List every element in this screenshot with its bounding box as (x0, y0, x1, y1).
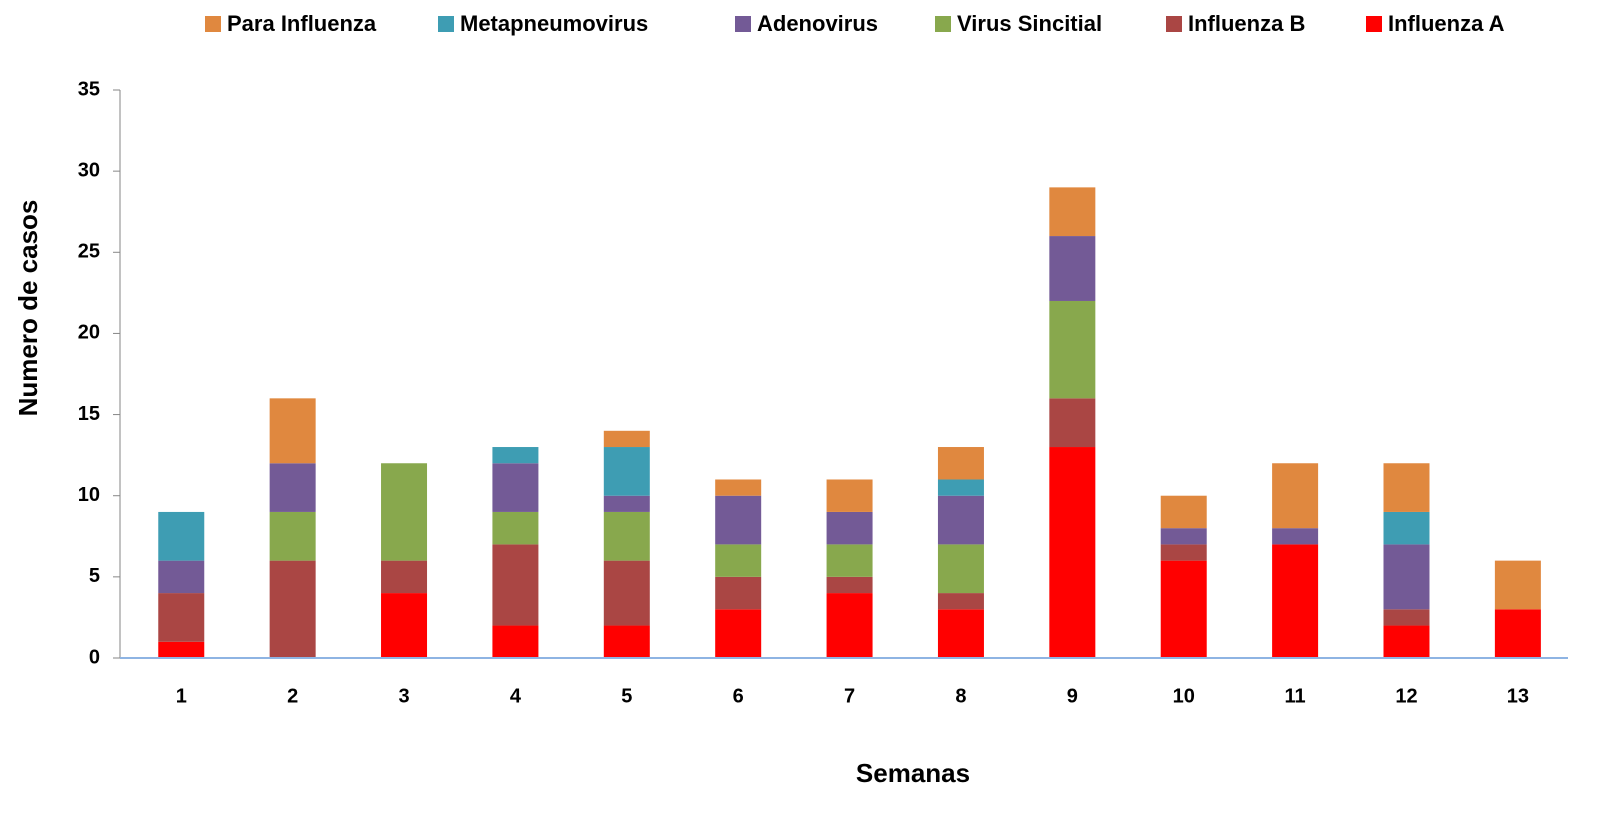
y-tick-label: 5 (89, 565, 100, 587)
bar-segment (715, 479, 762, 496)
x-tick-label: 11 (1285, 685, 1306, 707)
bar-segment (1494, 609, 1541, 658)
bar-segment (1160, 528, 1207, 545)
bar-segment (937, 593, 984, 610)
y-tick-label: 0 (89, 646, 100, 668)
bar-segment (269, 463, 316, 512)
bar-segment (269, 398, 316, 464)
bar-segment (158, 511, 205, 561)
bar-segment (269, 560, 316, 658)
bar-segment (937, 447, 984, 480)
bar-segment (603, 430, 650, 448)
bar-segment (1049, 187, 1096, 237)
bar-segment (158, 641, 205, 658)
bar-segment (937, 609, 984, 658)
bar-segment (1272, 544, 1319, 658)
legend-label: Influenza A (1388, 11, 1505, 36)
x-tick-label: 6 (733, 685, 744, 707)
bar-segment (492, 544, 539, 626)
legend-label: Virus Sincitial (957, 11, 1102, 36)
y-tick-label: 35 (78, 78, 100, 100)
x-tick-label: 10 (1173, 685, 1195, 707)
bar-segment (381, 463, 428, 561)
bar-segment (603, 447, 650, 496)
bar-segment (1383, 625, 1430, 658)
y-tick-label: 15 (78, 403, 100, 425)
bar-segment (1383, 463, 1430, 512)
bar-segment (826, 479, 873, 512)
x-tick-label: 1 (176, 685, 187, 707)
legend-swatch (1166, 16, 1182, 32)
bar-segment (158, 560, 205, 594)
bar-segment (937, 479, 984, 496)
x-tick-label: 2 (287, 685, 298, 707)
bar-segment (826, 576, 873, 594)
y-tick-label: 25 (78, 241, 100, 263)
legend-label: Influenza B (1188, 11, 1305, 36)
y-axis-title: Numero de casos (13, 200, 43, 417)
bar-segment (492, 511, 539, 545)
bar-segment (269, 511, 316, 561)
bar-segment (381, 560, 428, 594)
x-tick-label: 8 (955, 685, 966, 707)
legend-swatch (205, 16, 221, 32)
bar-segment (1049, 300, 1096, 399)
bar-segment (603, 495, 650, 512)
x-tick-label: 5 (621, 685, 632, 707)
bar-segment (1494, 560, 1541, 610)
y-tick-label: 20 (78, 322, 100, 344)
bar-segment (1383, 609, 1430, 626)
bar-segment (1160, 495, 1207, 529)
bar-segment (603, 625, 650, 658)
bar-segment (603, 511, 650, 561)
bar-segment (603, 560, 650, 626)
bar-segment (1049, 398, 1096, 448)
bar-segment (826, 593, 873, 658)
y-tick-label: 10 (78, 484, 100, 506)
legend-swatch (735, 16, 751, 32)
bar-segment (492, 463, 539, 512)
legend-label: Para Influenza (227, 11, 377, 36)
legend-label: Adenovirus (757, 11, 878, 36)
x-tick-label: 7 (844, 685, 855, 707)
bar-segment (1160, 560, 1207, 658)
y-tick-label: 30 (78, 159, 100, 181)
bar-segment (1272, 528, 1319, 545)
x-tick-label: 12 (1395, 685, 1417, 707)
bar-segment (1160, 544, 1207, 561)
bar-segment (1383, 511, 1430, 545)
legend-swatch (438, 16, 454, 32)
legend-swatch (1366, 16, 1382, 32)
bar-segment (937, 544, 984, 594)
bar-segment (715, 609, 762, 658)
bar-segment (492, 625, 539, 658)
bar-segment (715, 544, 762, 577)
bar-segment (826, 544, 873, 577)
x-tick-label: 9 (1067, 685, 1078, 707)
x-tick-label: 13 (1507, 685, 1529, 707)
bar-segment (381, 593, 428, 658)
bar-segment (1049, 447, 1096, 658)
bar-segment (937, 495, 984, 545)
bar-segment (158, 593, 205, 642)
legend-swatch (935, 16, 951, 32)
bar-segment (1383, 544, 1430, 610)
bar-segment (492, 447, 539, 464)
bar-segment (1272, 463, 1319, 529)
x-axis-title: Semanas (856, 758, 970, 788)
x-tick-label: 4 (510, 685, 522, 707)
bar-segment (715, 495, 762, 545)
bar-segment (826, 511, 873, 545)
bar-segment (715, 576, 762, 610)
legend-label: Metapneumovirus (460, 11, 648, 36)
x-tick-label: 3 (398, 685, 409, 707)
bar-segment (1049, 236, 1096, 301)
